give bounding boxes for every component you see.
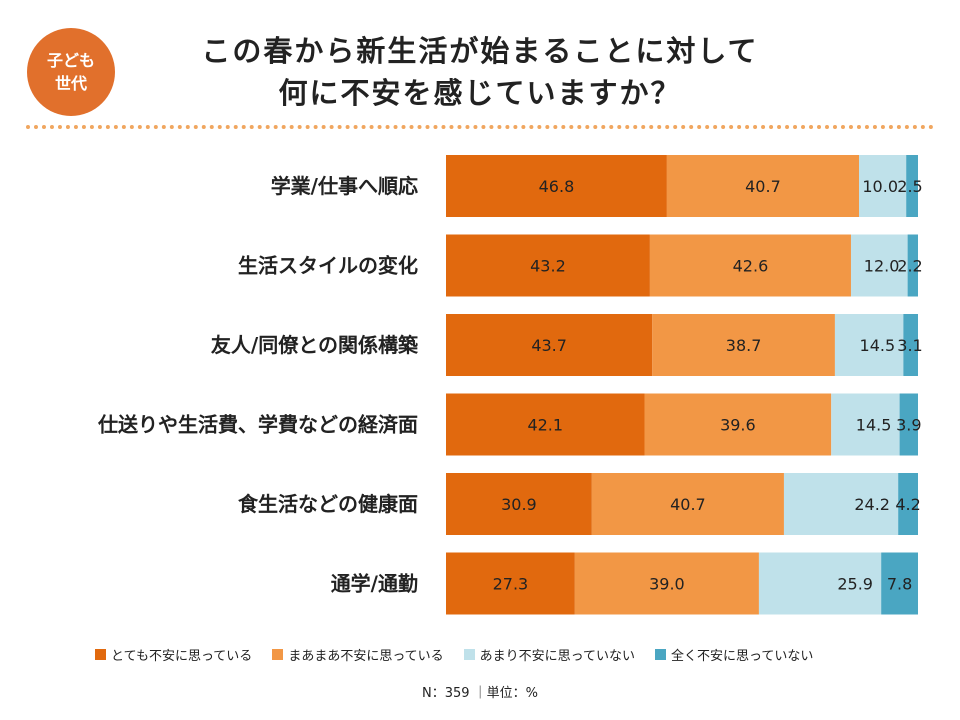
data-label-very-anxious: 30.9 [501,495,537,514]
legend-swatch-not-very-anxious [463,649,475,660]
bar-segment-not-anxious-at-all [903,314,918,376]
data-label-very-anxious: 43.2 [530,257,566,276]
bar-segment-not-anxious-at-all [899,393,918,456]
data-label-not-anxious-at-all: 7.8 [887,575,912,594]
bar-segment-somewhat-anxious [574,552,759,615]
data-label-not-anxious-at-all: 4.2 [895,495,920,514]
legend-label: とても不安に思っている [111,649,253,664]
data-label-somewhat-anxious: 40.7 [670,495,706,514]
bar-row-commute: 通学/通勤 27.3 39.0 25.9 7.8 [331,552,918,615]
category-label: 食生活などの健康面 [238,492,418,516]
bar-segment-very-anxious [446,393,645,456]
data-label-somewhat-anxious: 39.6 [720,416,756,435]
bar-row-finances: 仕送りや生活費、学費などの経済面 42.1 39.6 14.5 3.9 [97,393,922,456]
data-label-somewhat-anxious: 40.7 [745,177,781,196]
category-label: 仕送りや生活費、学費などの経済面 [97,413,418,437]
bar-segment-very-anxious [446,552,575,615]
bar-segment-very-anxious [446,234,650,297]
bar-segment-somewhat-anxious [644,393,832,456]
bar-row-adapt-study-work: 学業/仕事へ順応 46.8 40.7 10.0 2.5 [271,155,923,217]
legend-swatch-not-anxious-at-all [655,649,667,660]
bar-segment-somewhat-anxious [591,473,784,535]
bar-segment-not-very-anxious [758,552,882,615]
data-label-somewhat-anxious: 38.7 [726,336,762,355]
legend-item-not-very-anxious: あまり不安に思っていない [463,645,636,664]
data-label-very-anxious: 43.7 [531,336,567,355]
data-label-somewhat-anxious: 39.0 [649,575,685,594]
bar-segment-not-anxious-at-all [907,234,918,297]
badge-line-1: 子ども [46,51,95,70]
chart-title: この春から新生活が始まることに対して 何に不安を感じていますか？ [140,30,820,114]
data-label-not-anxious-at-all: 3.9 [896,416,921,435]
bar-row-relationships: 友人/同僚との関係構築 43.7 38.7 14.5 3.1 [211,314,923,376]
data-label-not-very-anxious: 10.0 [862,177,898,196]
data-label-very-anxious: 27.3 [493,575,529,594]
data-label-somewhat-anxious: 42.6 [733,257,769,276]
bar-segment-somewhat-anxious [652,314,835,376]
bar-row-health: 食生活などの健康面 30.9 40.7 24.2 4.2 [238,473,921,535]
title-line-1: この春から新生活が始まることに対して [201,34,759,68]
category-label: 通学/通勤 [331,572,418,596]
bar-segment-very-anxious [446,314,653,376]
data-label-very-anxious: 46.8 [539,177,575,196]
stacked-bar-chart: 学業/仕事へ順応 46.8 40.7 10.0 2.5 生活スタイルの変化 43.2 42.6… [97,155,923,615]
bar-segment-not-very-anxious [850,234,908,297]
category-label: 友人/同僚との関係構築 [211,333,419,357]
badge-line-2: 世代 [54,74,87,93]
legend-swatch-somewhat-anxious [272,649,284,660]
bar-segment-very-anxious [446,155,667,217]
legend-label: 全く不安に思っていない [671,649,814,664]
category-label: 生活スタイルの変化 [238,254,418,278]
bar-segment-not-very-anxious [834,314,904,376]
bar-segment-not-anxious-at-all [881,552,918,615]
legend-item-somewhat-anxious: まあまあ不安に思っている [272,645,444,664]
bar-segment-somewhat-anxious [649,234,851,297]
data-label-not-very-anxious: 14.5 [860,336,896,355]
title-line-2: 何に不安を感じていますか？ [278,76,682,110]
data-label-not-anxious-at-all: 3.1 [897,336,922,355]
bar-segment-not-anxious-at-all [906,155,918,217]
bar-segment-very-anxious [446,473,592,535]
data-label-not-anxious-at-all: 2.5 [897,177,922,196]
dotted-divider [26,125,934,129]
legend-swatch-very-anxious [95,649,106,660]
legend-item-not-anxious-at-all: 全く不安に思っていない [655,645,813,664]
bar-segment-not-very-anxious [859,155,907,217]
legend-label: あまり不安に思っていない [479,649,636,664]
data-label-not-very-anxious: 12.0 [864,257,900,276]
legend-label: まあまあ不安に思っている [288,649,444,664]
bar-segment-not-very-anxious [831,393,900,456]
sample-size-note: N：359 ｜単位：% [421,686,539,701]
bar-row-lifestyle-change: 生活スタイルの変化 43.2 42.6 12.02.2 [238,234,923,297]
category-badge: 子ども 世代 [27,28,115,116]
category-label: 学業/仕事へ順応 [271,174,418,198]
bar-segment-not-anxious-at-all [898,473,918,535]
bar-segment-somewhat-anxious [666,155,859,217]
legend-item-very-anxious: とても不安に思っている [95,645,252,664]
data-label-not-very-anxious: 25.9 [837,575,873,594]
data-label-not-very-anxious: 14.5 [856,416,892,435]
chart-legend: とても不安に思っている まあまあ不安に思っている あまり不安に思っていない 全く… [95,645,813,664]
data-label-not-anxious-at-all: 2.2 [897,257,922,276]
data-label-not-very-anxious: 24.2 [854,495,890,514]
bar-segment-not-very-anxious [783,473,899,535]
data-label-very-anxious: 42.1 [527,416,563,435]
